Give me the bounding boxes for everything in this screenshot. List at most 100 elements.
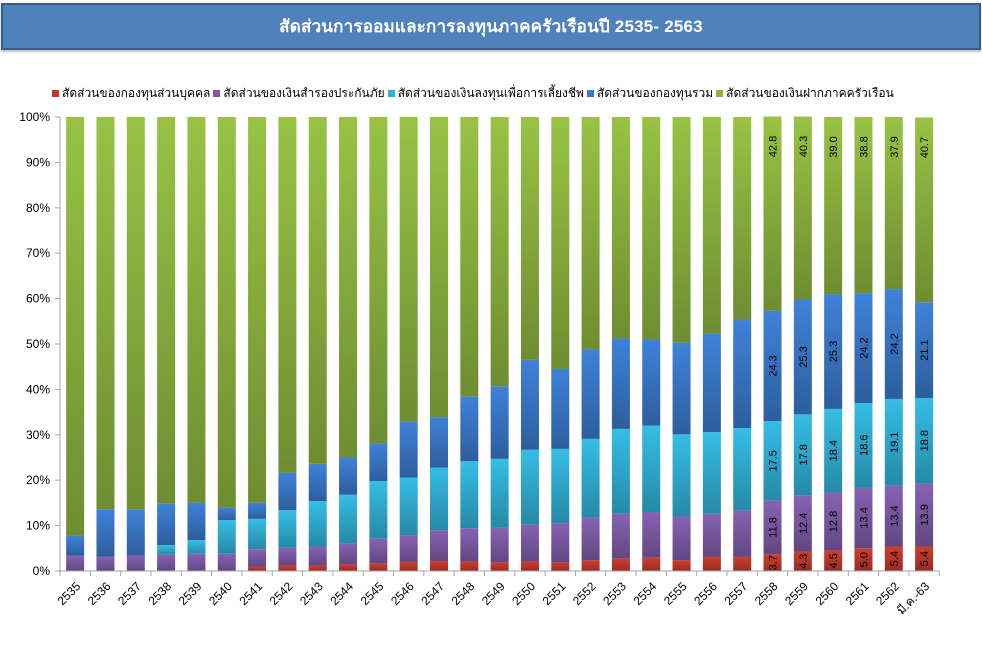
legend-label-household-deposit: สัดส่วนของเงินฝากภาคครัวเรือน: [726, 85, 894, 100]
bar-segment-household-deposit: [702, 117, 721, 334]
bar-segment-mutual-fund: [581, 349, 600, 439]
data-label-retirement-investment: 17.8: [798, 444, 810, 465]
y-tick-label: 90%: [26, 155, 50, 169]
legend-item-retirement-investment: สัดส่วนของเงินลงทุนเพื่อการเลี้ยงชีพ: [387, 84, 584, 103]
bar-segment-insurance-reserve: [520, 524, 539, 562]
bar-segment-retirement-investment: [399, 477, 418, 536]
bar-segment-mutual-fund: [763, 310, 782, 422]
bar-segment-private-fund: [702, 556, 721, 571]
bar-segment-private-fund: [430, 561, 448, 571]
data-label-insurance-reserve: 12.8: [828, 511, 840, 532]
bar-segment-private-fund: [642, 557, 661, 571]
data-label-mutual-fund: 24.2: [889, 333, 901, 354]
bar-segment-retirement-investment: [187, 540, 206, 554]
bar-segment-insurance-reserve: [672, 516, 691, 561]
data-label-household-deposit: 38.8: [859, 136, 871, 157]
x-tick-label: 2554: [631, 579, 660, 608]
y-tick-label: 40%: [26, 382, 50, 396]
x-tick-label: 2544: [327, 579, 356, 608]
data-label-retirement-investment: 18.6: [859, 434, 871, 455]
bar-segment-household-deposit: [96, 117, 115, 510]
data-label-private-fund: 4.3: [798, 554, 810, 569]
bar-segment-retirement-investment: [672, 434, 691, 517]
data-label-insurance-reserve: 13.4: [889, 505, 901, 526]
bar-segment-private-fund: [490, 562, 509, 571]
legend-swatch-household-deposit: [716, 89, 724, 97]
bar-segment-household-deposit: [672, 117, 691, 343]
bar-segment-mutual-fund: [884, 289, 903, 399]
bar-segment-household-deposit: [824, 117, 843, 295]
legend-label-private-fund: สัดส่วนของกองทุนส่วนบุคคล: [62, 85, 211, 100]
data-label-household-deposit: 40.7: [919, 137, 931, 158]
x-tick-label: 2542: [267, 579, 296, 608]
x-tick-label: 2537: [115, 579, 144, 608]
bar-segment-private-fund: [369, 563, 388, 571]
bar-segment-private-fund: [793, 551, 812, 571]
y-tick-label: 70%: [26, 246, 50, 260]
bar-segment-insurance-reserve: [248, 549, 267, 567]
bar-segment-household-deposit: [66, 117, 85, 536]
x-tick-label: 2557: [722, 579, 751, 608]
bar-segment-household-deposit: [430, 117, 448, 418]
bar-segment-insurance-reserve: [642, 511, 661, 558]
bar-segment-mutual-fund: [793, 299, 812, 415]
y-tick-label: 20%: [26, 473, 50, 487]
bar-segment-private-fund: [399, 561, 418, 571]
data-label-retirement-investment: 19.1: [889, 432, 901, 453]
bar-segment-mutual-fund: [399, 421, 418, 478]
x-tick-label: 2541: [236, 579, 265, 608]
bar-segment-insurance-reserve: [369, 538, 388, 564]
bar-segment-private-fund: [460, 561, 479, 571]
bar-segment-household-deposit: [581, 117, 600, 350]
bar-segment-household-deposit: [763, 116, 782, 311]
bar-segment-household-deposit: [126, 117, 145, 510]
x-tick-label: 2552: [570, 579, 599, 608]
bar-segment-insurance-reserve: [66, 555, 85, 571]
bar-segment-insurance-reserve: [490, 527, 509, 563]
bar-segment-household-deposit: [369, 117, 388, 444]
bar-segment-mutual-fund: [217, 507, 236, 521]
bar-segment-mutual-fund: [339, 457, 358, 495]
data-label-mutual-fund: 24.3: [768, 355, 780, 376]
x-tick-label: 2549: [479, 579, 508, 608]
bar-segment-insurance-reserve: [430, 530, 448, 562]
bar-segment-insurance-reserve: [399, 535, 418, 562]
x-tick-label: 2543: [297, 579, 326, 608]
bar-segment-retirement-investment: [793, 414, 812, 496]
chart-title-banner: สัดส่วนการออมและการลงทุนภาคครัวเรือนปี 2…: [1, 3, 981, 50]
bar-segment-household-deposit: [611, 117, 630, 339]
legend-item-household-deposit: สัดส่วนของเงินฝากภาคครัวเรือน: [716, 84, 894, 103]
bar-segment-retirement-investment: [460, 461, 479, 529]
chart-title: สัดส่วนการออมและการลงทุนภาคครัวเรือนปี 2…: [279, 17, 703, 36]
bar-segment-retirement-investment: [339, 494, 358, 544]
bar-segment-private-fund: [581, 560, 600, 571]
bar-segment-household-deposit: [854, 117, 873, 294]
bar-segment-retirement-investment: [369, 481, 388, 539]
bar-segment-retirement-investment: [551, 448, 570, 524]
x-tick-label: 2558: [752, 579, 781, 608]
data-label-household-deposit: 37.9: [889, 136, 901, 157]
bar-segment-insurance-reserve: [702, 513, 721, 557]
bar-segment-private-fund: [339, 564, 358, 571]
bar-segment-retirement-investment: [248, 518, 267, 550]
data-label-insurance-reserve: 13.4: [859, 507, 871, 528]
legend-item-insurance-reserve: สัดส่วนของเงินสำรองประกันภัย: [213, 84, 385, 103]
bar-segment-household-deposit: [733, 117, 752, 320]
bar-segment-household-deposit: [915, 117, 934, 303]
bar-segment-household-deposit: [793, 116, 812, 300]
bar-segment-insurance-reserve: [793, 495, 812, 552]
bar-segment-insurance-reserve: [581, 517, 600, 561]
x-tick-label: 2536: [85, 579, 114, 608]
bar-segment-mutual-fund: [551, 368, 570, 449]
y-tick-label: 0%: [33, 564, 51, 578]
bar-segment-insurance-reserve: [915, 483, 934, 547]
bar-segment-household-deposit: [217, 117, 236, 508]
bar-segment-private-fund: [824, 550, 843, 571]
bar-segment-household-deposit: [308, 117, 327, 464]
bar-segment-insurance-reserve: [854, 487, 873, 549]
bars-group: [66, 116, 934, 571]
bar-segment-household-deposit: [490, 117, 509, 387]
x-tick-label: 2535: [55, 579, 84, 608]
x-tick-label: 2561: [843, 579, 872, 608]
x-tick-label: 2550: [509, 579, 538, 608]
